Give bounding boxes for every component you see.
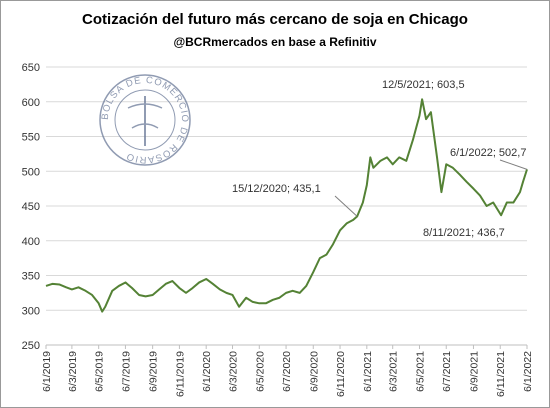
x-tick-label: 6/1/2020	[201, 351, 213, 392]
leader-line	[499, 159, 528, 170]
y-tick-label: 650	[22, 62, 40, 74]
y-tick-label: 250	[22, 340, 40, 352]
y-tick-label: 400	[22, 236, 40, 248]
line-series	[45, 98, 528, 313]
x-tick-label: 6/1/2022	[522, 351, 534, 392]
x-tick-label: 6/1/2019	[41, 351, 53, 392]
x-tick-label: 6/9/2020	[308, 351, 320, 392]
annotation: 8/11/2021; 436,7	[423, 227, 505, 239]
x-tick-label: 6/5/2021	[414, 351, 426, 392]
x-tick-label: 6/11/2021	[495, 351, 507, 397]
x-tick-label: 6/7/2021	[441, 351, 453, 392]
x-tick-label: 6/3/2021	[388, 351, 400, 392]
x-tick-label: 6/11/2020	[335, 351, 347, 397]
y-tick-label: 350	[22, 271, 40, 283]
y-tick-label: 550	[22, 132, 40, 144]
x-tick-label: 6/5/2020	[254, 351, 266, 392]
x-tick-label: 6/9/2019	[148, 351, 160, 392]
x-tick-label: 6/9/2021	[468, 351, 480, 392]
logo-wings	[127, 103, 163, 129]
x-tick-label: 6/7/2019	[120, 351, 132, 392]
logo-ring	[114, 89, 176, 151]
x-tick-label: 6/3/2019	[67, 351, 79, 392]
annotation: 12/5/2021; 603,5	[382, 79, 465, 91]
chart-title: Cotización del futuro más cercano de soj…	[82, 11, 468, 28]
x-tick-label: 6/11/2019	[174, 351, 186, 397]
y-tick-label: 500	[22, 166, 40, 178]
x-tick-label: 6/1/2021	[362, 351, 374, 392]
annotation: 6/1/2022; 502,7	[450, 147, 526, 159]
y-tick-label: 300	[22, 305, 40, 317]
x-tick-label: 6/7/2020	[281, 351, 293, 392]
leader-line	[334, 195, 358, 217]
x-tick-label: 6/5/2019	[94, 351, 106, 392]
annotation: 15/12/2020; 435,1	[232, 183, 321, 195]
y-tick-label: 450	[22, 201, 40, 213]
x-tick-label: 6/3/2020	[228, 351, 240, 392]
logo-ring	[99, 74, 191, 166]
chart-subtitle: @BCRmercados en base a Refinitiv	[173, 35, 376, 49]
y-tick-label: 600	[22, 97, 40, 109]
